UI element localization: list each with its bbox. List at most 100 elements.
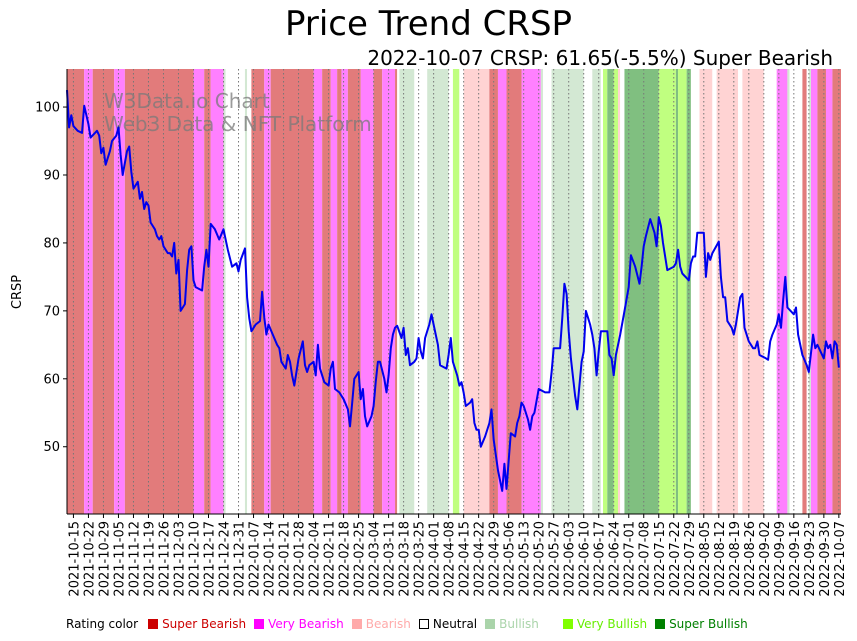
x-tick-label: 2022-05-13 — [518, 521, 533, 597]
x-tick-label: 2022-08-05 — [698, 521, 713, 597]
x-tick-label: 2022-04-08 — [443, 521, 458, 597]
rating-band-super-bearish — [395, 69, 398, 514]
x-tick-label: 2022-08-12 — [713, 521, 728, 597]
watermark: W3Data.io Chart Web3 Data & NFT Platform — [104, 89, 372, 136]
rating-band-super-bullish — [686, 69, 691, 514]
x-tick-label: 2022-04-01 — [428, 521, 443, 597]
legend-item-very-bearish: Very Bearish — [254, 617, 348, 631]
rating-band-bearish — [618, 69, 621, 514]
x-tick-label: 2022-02-04 — [308, 521, 323, 597]
x-tick-label: 2022-06-10 — [578, 521, 593, 597]
rating-band-neutral — [789, 69, 803, 514]
y-axis-label: CRSP — [10, 275, 25, 309]
x-tick-label: 2021-11-26 — [157, 521, 172, 597]
legend-item-super-bearish: Super Bearish — [148, 617, 250, 631]
rating-band-bullish — [808, 69, 811, 514]
rating-band-bullish — [399, 69, 415, 514]
x-tick-label: 2022-04-15 — [458, 521, 473, 597]
rating-band-bullish — [592, 69, 601, 514]
rating-band-bullish — [427, 69, 449, 514]
rating-band-neutral — [414, 69, 428, 514]
rating-band-very-bearish — [210, 69, 224, 514]
rating-band-super-bearish — [832, 69, 841, 514]
rating-band-super-bearish — [124, 69, 194, 514]
rating-band-very-bearish — [330, 69, 338, 514]
rating-band-super-bullish — [675, 69, 679, 514]
legend-label: Super Bearish — [162, 617, 247, 631]
rating-band-super-bearish — [270, 69, 314, 514]
rating-band-neutral — [247, 69, 252, 514]
x-tick-label: 2021-10-22 — [82, 521, 97, 597]
x-tick-label: 2022-01-07 — [248, 521, 263, 597]
rating-band-neutral — [712, 69, 717, 514]
legend-label: Neutral — [432, 617, 478, 631]
y-tick-label: 70 — [43, 304, 60, 319]
y-tick-label: 90 — [43, 168, 60, 183]
rating-band-very-bearish — [382, 69, 396, 514]
rating-band-bearish — [463, 69, 490, 514]
rating-band-very-bearish — [193, 69, 205, 514]
x-tick-label: 2022-01-14 — [263, 521, 278, 597]
rating-band-very-bearish — [84, 69, 93, 514]
rating-band-very-bearish — [776, 69, 788, 514]
x-tick-label: 2022-07-08 — [638, 521, 653, 597]
rating-band-super-bearish — [337, 69, 342, 514]
rating-band-super-bullish — [624, 69, 659, 514]
x-tick-label: 2022-09-02 — [758, 521, 773, 597]
x-tick-label: 2022-04-29 — [488, 521, 503, 597]
x-tick-label: 2021-12-10 — [187, 521, 202, 597]
x-tick-label: 2022-01-21 — [278, 521, 293, 597]
rating-band-neutral — [600, 69, 604, 514]
price-line-series — [66, 90, 840, 492]
x-tick-label: 2021-12-03 — [172, 521, 187, 597]
y-tick-label: 60 — [43, 372, 60, 387]
legend-label: Super Bullish — [669, 617, 748, 631]
rating-band-super-bearish — [506, 69, 522, 514]
x-tick-label: 2021-11-05 — [112, 521, 127, 597]
rating-band-super-bearish — [347, 69, 361, 514]
rating-band-very-bullish — [613, 69, 619, 514]
legend-item-bearish: Bearish — [351, 617, 415, 631]
legend-item-super-bullish: Super Bullish — [655, 617, 752, 631]
rating-band-super-bearish — [251, 69, 265, 514]
rating-band-very-bearish — [810, 69, 818, 514]
rating-band-super-bullish — [607, 69, 614, 514]
x-tick-label: 2022-07-22 — [668, 521, 683, 597]
rating-band-super-bearish — [489, 69, 498, 514]
x-tick-label: 2021-11-12 — [127, 521, 142, 597]
y-tick-label: 80 — [43, 236, 60, 251]
rating-band-neutral — [397, 69, 400, 514]
rating-band-bearish — [716, 69, 739, 514]
legend-label: Very Bullish — [576, 617, 648, 631]
legend-label: Bullish — [499, 617, 539, 631]
rating-band-super-bearish — [373, 69, 383, 514]
x-tick-label: 2022-06-24 — [608, 521, 623, 597]
rating-band-very-bullish — [658, 69, 676, 514]
x-tick-label: 2022-06-03 — [563, 521, 578, 597]
legend-title: Rating color — [66, 617, 139, 631]
watermark-line-1: W3Data.io Chart — [104, 89, 270, 113]
x-tick-label: 2022-02-11 — [323, 521, 338, 597]
x-tick-label: 2022-10-07 — [833, 521, 848, 597]
x-tick-label: 2021-12-17 — [203, 521, 218, 597]
rating-band-super-bearish — [67, 69, 85, 514]
rating-band-bearish — [699, 69, 713, 514]
legend-swatch-super-bullish — [655, 619, 666, 629]
x-tick-label: 2022-05-27 — [548, 521, 563, 597]
rating-band-super-bearish — [204, 69, 211, 514]
x-tick-label: 2022-03-11 — [383, 521, 398, 597]
x-tick-label: 2022-02-25 — [353, 521, 368, 597]
x-tick-label: 2022-03-04 — [368, 521, 383, 597]
rating-band-bullish — [223, 69, 226, 514]
rating-band-neutral — [806, 69, 809, 514]
legend-item-bullish: Bullish — [485, 617, 559, 631]
rating-band-neutral — [542, 69, 552, 514]
rating-band-super-bearish — [817, 69, 826, 514]
rating-band-very-bearish — [264, 69, 271, 514]
legend-label: Very Bearish — [268, 617, 344, 631]
x-tick-label: 2022-07-01 — [623, 521, 638, 597]
legend-swatch-very-bullish — [562, 619, 573, 629]
x-tick-label: 2022-05-20 — [533, 521, 548, 597]
rating-band-neutral — [690, 69, 700, 514]
